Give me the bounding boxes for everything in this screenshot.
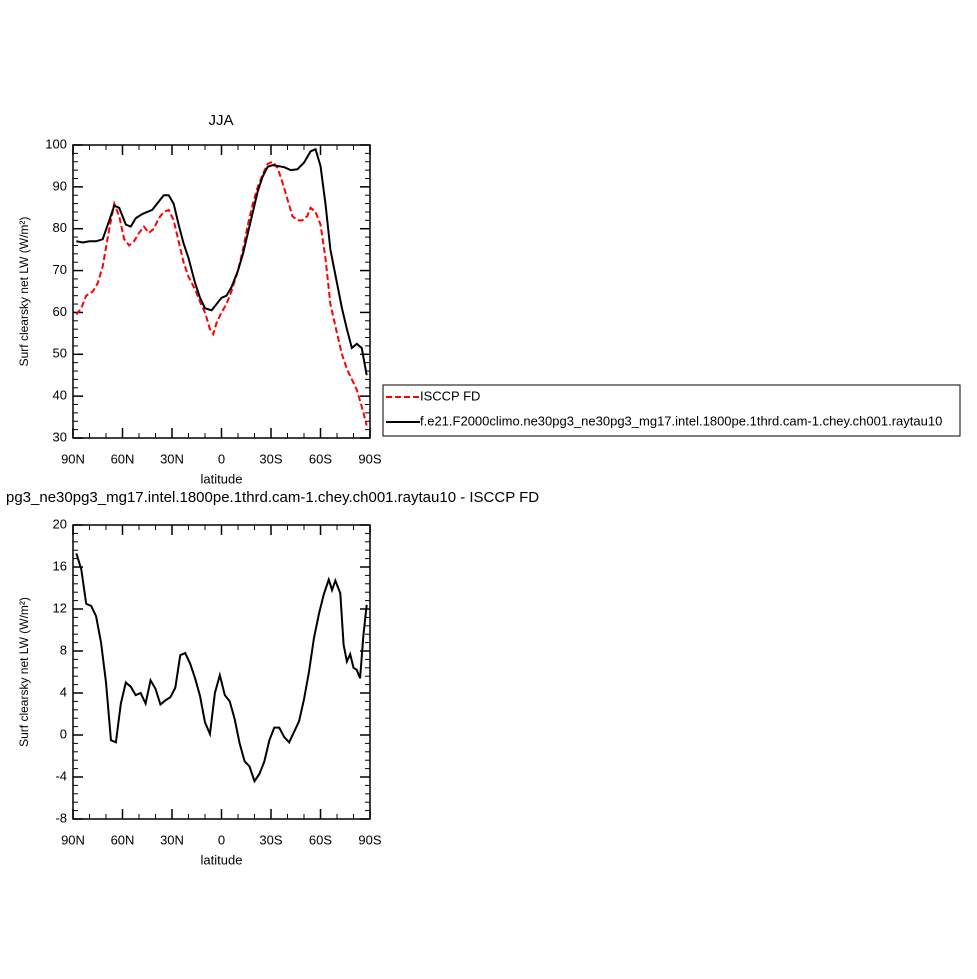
x-tick-label: 60S: [309, 832, 332, 847]
y-tick-label: 90: [53, 178, 67, 193]
y-tick-label: 16: [53, 558, 67, 573]
y-tick-label: 20: [53, 516, 67, 531]
x-tick-label: 90N: [61, 832, 85, 847]
x-tick-label: 30S: [259, 832, 282, 847]
legend-label: f.e21.F2000climo.ne30pg3_ne30pg3_mg17.in…: [420, 413, 942, 428]
y-tick-label: 40: [53, 388, 67, 403]
y-axis-label: Surf clearsky net LW (W/m²): [17, 217, 31, 367]
x-axis-label: latitude: [201, 471, 243, 486]
data-line: [76, 147, 368, 376]
y-tick-label: -4: [55, 768, 67, 783]
x-tick-label: 30N: [160, 451, 184, 466]
y-tick-label: 100: [45, 136, 67, 151]
x-tick-label: 60N: [111, 451, 135, 466]
x-tick-label: 30S: [259, 451, 282, 466]
y-tick-label: 80: [53, 220, 67, 235]
y-tick-label: 30: [53, 429, 67, 444]
x-tick-label: 90S: [358, 451, 381, 466]
y-tick-label: 70: [53, 262, 67, 277]
chart-title: JJA: [208, 112, 233, 129]
x-tick-label: 90N: [61, 451, 85, 466]
x-tick-label: 0: [218, 832, 225, 847]
x-tick-label: 60N: [111, 832, 135, 847]
x-tick-label: 60S: [309, 451, 332, 466]
chart-title: pg3_ne30pg3_mg17.intel.1800pe.1thrd.cam-…: [6, 489, 539, 506]
plot-frame: [72, 524, 371, 820]
x-tick-label: 30N: [160, 832, 184, 847]
data-line: [75, 553, 368, 784]
data-line: [75, 160, 368, 426]
y-tick-label: 0: [60, 726, 67, 741]
y-tick-label: -8: [55, 810, 67, 825]
y-tick-label: 12: [53, 600, 67, 615]
x-axis-label: latitude: [201, 852, 243, 867]
y-tick-label: 50: [53, 346, 67, 361]
x-tick-label: 0: [218, 451, 225, 466]
y-axis-label: Surf clearsky net LW (W/m²): [17, 597, 31, 747]
plot-frame: [72, 144, 371, 439]
legend-label: ISCCP FD: [420, 388, 480, 403]
y-tick-label: 4: [60, 684, 67, 699]
y-tick-label: 8: [60, 642, 67, 657]
legend-box: [382, 384, 961, 437]
y-tick-label: 60: [53, 304, 67, 319]
x-tick-label: 90S: [358, 832, 381, 847]
